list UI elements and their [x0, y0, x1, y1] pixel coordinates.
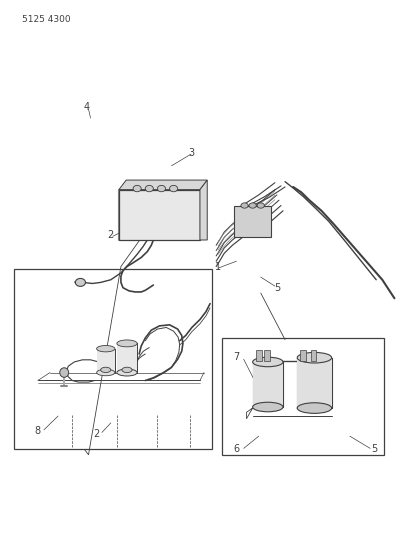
Text: 4: 4 — [83, 102, 89, 112]
Text: 7: 7 — [233, 352, 239, 361]
Bar — [256, 350, 262, 361]
Bar — [117, 343, 137, 373]
Ellipse shape — [117, 369, 137, 376]
Text: 5125 4300: 5125 4300 — [22, 14, 70, 23]
Ellipse shape — [60, 368, 69, 377]
Ellipse shape — [257, 203, 264, 208]
Text: 5: 5 — [371, 445, 377, 455]
Text: 8: 8 — [35, 426, 41, 436]
Ellipse shape — [145, 185, 153, 192]
Bar — [234, 206, 271, 237]
Text: 1: 1 — [215, 262, 221, 271]
Bar — [264, 350, 270, 361]
Bar — [97, 349, 115, 373]
Ellipse shape — [75, 278, 85, 286]
Ellipse shape — [297, 352, 332, 363]
Bar — [222, 338, 384, 455]
Ellipse shape — [297, 403, 332, 414]
Polygon shape — [119, 180, 207, 190]
Ellipse shape — [253, 402, 283, 412]
Polygon shape — [200, 180, 207, 240]
Text: 6: 6 — [233, 445, 239, 455]
Ellipse shape — [170, 185, 177, 192]
Ellipse shape — [133, 185, 141, 192]
Bar — [119, 190, 200, 240]
Ellipse shape — [117, 340, 137, 347]
Bar — [297, 358, 332, 408]
Ellipse shape — [122, 367, 132, 373]
Bar — [310, 350, 316, 361]
Text: 2: 2 — [108, 230, 114, 240]
Ellipse shape — [241, 203, 248, 208]
Ellipse shape — [253, 357, 283, 367]
Text: 3: 3 — [189, 148, 195, 158]
Ellipse shape — [101, 367, 111, 373]
Bar — [300, 350, 306, 361]
Text: 5: 5 — [274, 282, 280, 293]
Ellipse shape — [97, 369, 115, 376]
Bar — [253, 362, 283, 407]
Bar — [13, 269, 212, 449]
Ellipse shape — [97, 345, 115, 352]
Ellipse shape — [157, 185, 166, 192]
Text: 2: 2 — [93, 429, 100, 439]
Ellipse shape — [249, 203, 256, 208]
